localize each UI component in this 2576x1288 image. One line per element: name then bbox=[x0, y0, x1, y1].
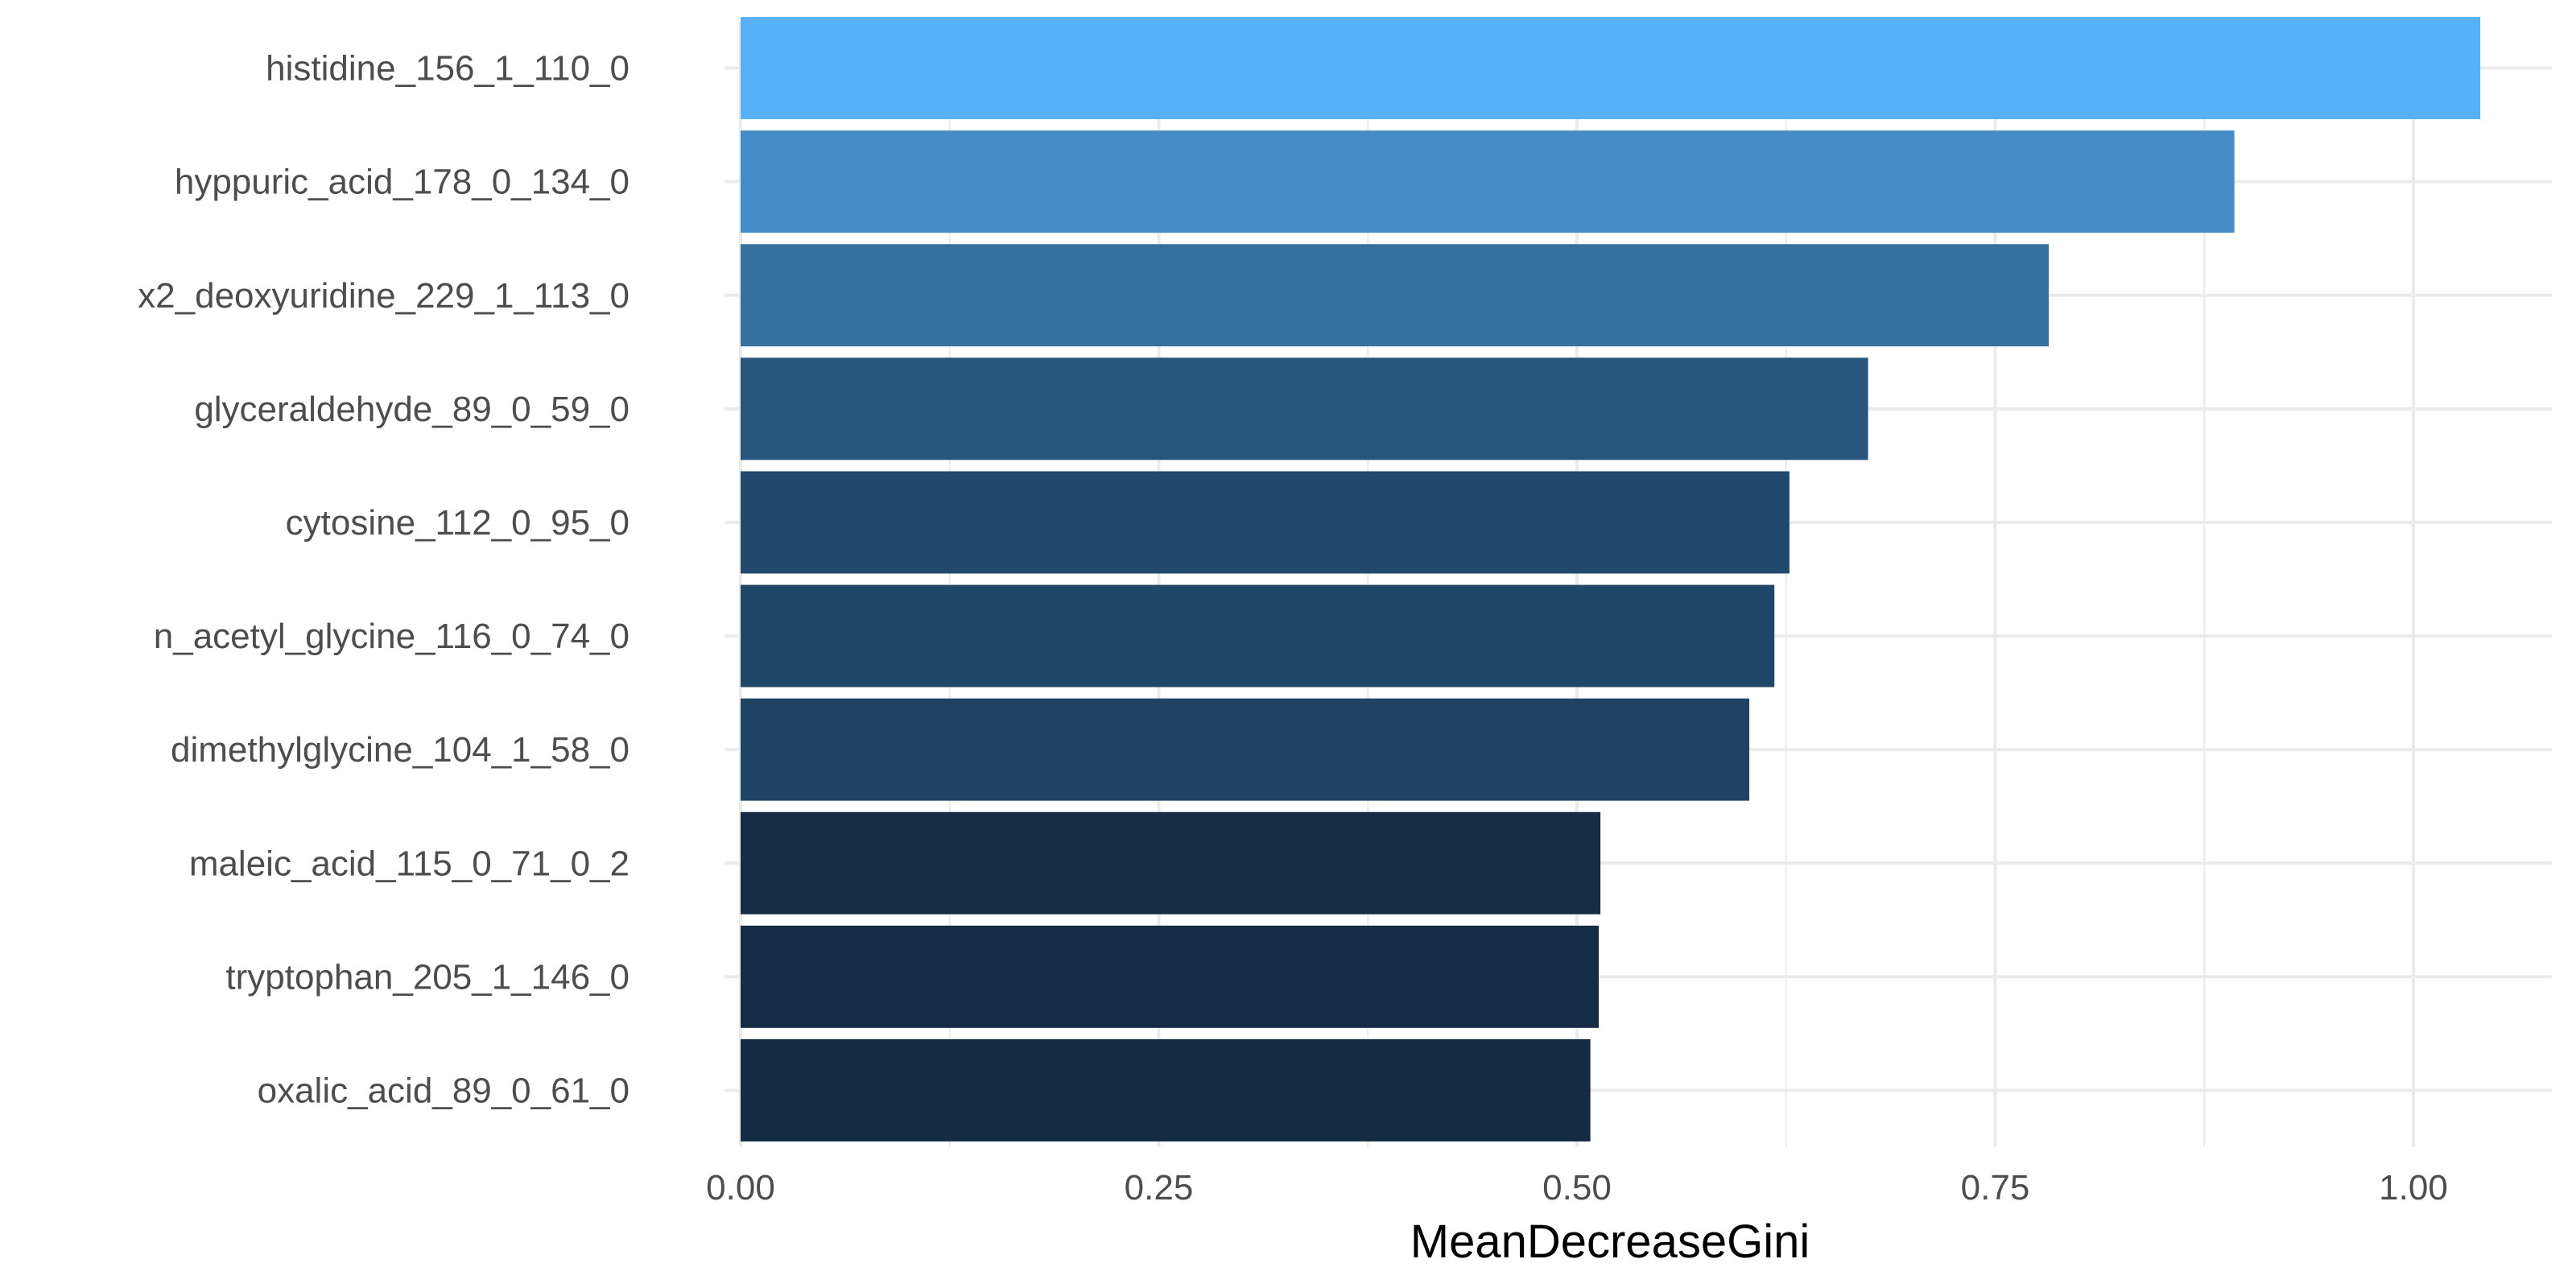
x-axis-tick-labels: 0.00 0.25 0.50 0.75 1.00 bbox=[706, 1168, 2448, 1208]
y-tick-label: maleic_acid_115_0_71_0_2 bbox=[189, 844, 630, 883]
bar-n-acetyl-glycine-116-0-74-0 bbox=[741, 584, 1775, 687]
x-tick-label: 0.25 bbox=[1125, 1168, 1194, 1208]
y-tick-label: n_acetyl_glycine_116_0_74_0 bbox=[154, 617, 630, 656]
x-tick-label: 1.00 bbox=[2379, 1168, 2448, 1208]
y-tick-label: histidine_156_1_110_0 bbox=[266, 49, 630, 89]
bar-dimethylglycine-104-1-58-0 bbox=[741, 698, 1750, 801]
bar-cytosine-112-0-95-0 bbox=[741, 471, 1790, 574]
y-axis-tick-labels: histidine_156_1_110_0 hyppuric_acid_178_0… bbox=[138, 49, 630, 1111]
bar-glyceraldehyde-89-0-59-0 bbox=[741, 357, 1868, 460]
bar-hyppuric-acid-178-0-134-0 bbox=[741, 130, 2235, 233]
y-tick-label: glyceraldehyde_89_0_59_0 bbox=[194, 390, 630, 429]
bar-histidine-156-1-110-0 bbox=[741, 17, 2481, 120]
bar-maleic-acid-115-0-71-0-2 bbox=[741, 811, 1601, 914]
y-tick-label: oxalic_acid_89_0_61_0 bbox=[258, 1071, 630, 1110]
x-tick-label: 0.50 bbox=[1542, 1168, 1612, 1208]
bar-x2-deoxyuridine-229-1-113-0 bbox=[741, 244, 2049, 347]
x-tick-label: 0.00 bbox=[706, 1168, 775, 1208]
x-tick-label: 0.75 bbox=[1961, 1168, 2030, 1208]
bars bbox=[741, 17, 2481, 1141]
bar-oxalic-acid-89-0-61-0 bbox=[741, 1038, 1591, 1141]
y-tick-label: x2_deoxyuridine_229_1_113_0 bbox=[138, 276, 630, 316]
y-tick-label: tryptophan_205_1_146_0 bbox=[225, 957, 630, 997]
y-tick-label: dimethylglycine_104_1_58_0 bbox=[171, 730, 630, 770]
bar-tryptophan-205-1-146-0 bbox=[741, 925, 1600, 1028]
y-tick-label: hyppuric_acid_178_0_134_0 bbox=[175, 163, 630, 202]
y-tick-label: cytosine_112_0_95_0 bbox=[286, 503, 630, 543]
x-axis-title: MeanDecreaseGini bbox=[1410, 1216, 1810, 1268]
